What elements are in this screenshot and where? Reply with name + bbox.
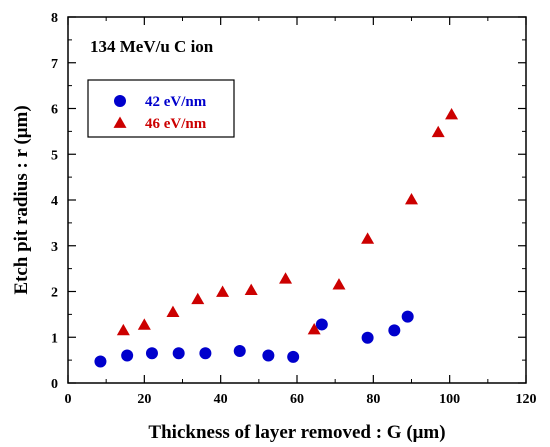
y-tick-label: 3	[51, 240, 58, 255]
y-tick-label: 8	[51, 11, 58, 26]
plot-frame	[67, 16, 527, 384]
y-tick-label: 0	[51, 377, 58, 392]
legend: 42 eV/nm 46 eV/nm	[87, 79, 235, 138]
x-tick-label: 60	[290, 392, 304, 407]
triangle-point	[116, 323, 130, 336]
y-axis-title: Etch pit radius : r (μm)	[11, 105, 32, 294]
x-axis-title: Thickness of layer removed : G (μm)	[148, 422, 445, 443]
y-tick-label: 7	[51, 57, 58, 72]
circle-point	[145, 347, 158, 360]
legend-marker	[114, 95, 126, 107]
y-tick-label: 1	[51, 331, 58, 346]
data-points	[94, 107, 459, 368]
triangle-point	[244, 283, 258, 296]
y-tick-label: 5	[51, 148, 58, 163]
x-tick-label: 0	[65, 392, 72, 407]
legend-label: 46 eV/nm	[145, 116, 207, 132]
series-1	[94, 310, 414, 368]
x-tick-label: 120	[516, 392, 537, 407]
triangle-point	[361, 232, 375, 244]
triangle-point	[332, 278, 346, 290]
circle-point	[401, 310, 414, 323]
legend-label: 42 eV/nm	[145, 94, 207, 110]
circle-point	[199, 347, 212, 360]
x-tick-label: 80	[366, 392, 380, 407]
x-tick-label: 40	[214, 392, 228, 407]
legend-box	[87, 79, 235, 138]
axis-ticks	[67, 16, 527, 384]
circle-point	[233, 344, 246, 357]
triangle-point	[166, 305, 180, 317]
triangle-point	[405, 193, 418, 205]
chart-annotation: 134 MeV/u C ion	[90, 37, 214, 56]
x-tick-labels: 0 20 40 60 80 100 120	[65, 392, 537, 407]
circle-point	[388, 324, 401, 337]
triangle-point	[191, 292, 205, 305]
triangle-point	[216, 285, 230, 297]
y-tick-labels: 0 1 2 3 4 5 6 7 8	[51, 11, 58, 392]
x-tick-label: 20	[137, 392, 151, 407]
circle-point	[287, 350, 300, 363]
triangle-point	[307, 322, 321, 335]
circle-point	[121, 349, 134, 362]
x-tick-label: 100	[439, 392, 460, 407]
series-2	[116, 107, 459, 336]
y-tick-label: 4	[51, 194, 58, 209]
circle-point	[315, 318, 328, 331]
circle-point	[172, 347, 185, 360]
triangle-point	[445, 107, 459, 120]
y-tick-label: 2	[51, 286, 58, 301]
circle-point	[262, 349, 275, 362]
triangle-point	[431, 125, 445, 138]
circle-point	[94, 355, 107, 368]
triangle-point	[137, 318, 151, 330]
y-tick-label: 6	[51, 103, 58, 118]
circle-point	[361, 331, 374, 344]
legend-marker	[113, 116, 127, 128]
triangle-point	[279, 272, 293, 284]
